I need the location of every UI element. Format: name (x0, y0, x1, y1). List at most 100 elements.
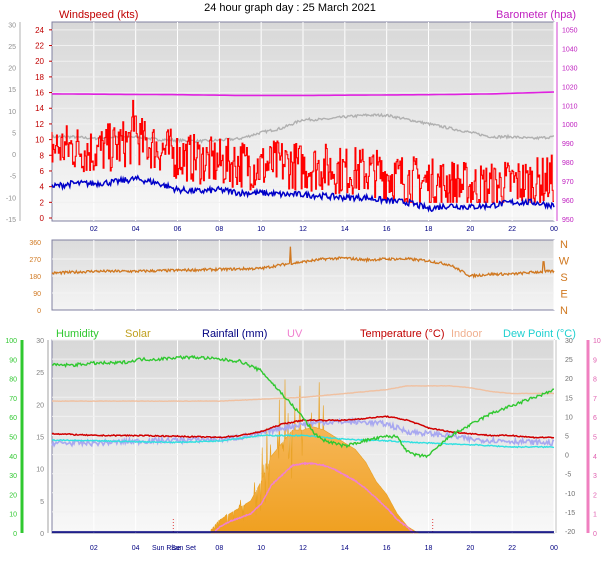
compass-label: N (560, 239, 568, 251)
windspeed-tick-label: 16 (35, 89, 44, 98)
uv-tick-label: 10 (593, 338, 601, 345)
barometer-tick-labels: 1050 1040 1030 1020 1010 1000 990 980 970 960 950 (556, 22, 578, 224)
temp-x-tick-label: 10 (257, 545, 265, 552)
uv-tick-label: 1 (593, 512, 597, 519)
wind-x-tick-label: 00 (550, 226, 558, 233)
wind-x-tick-label: 08 (215, 226, 223, 233)
windspeed-tick-label: 18 (35, 73, 44, 82)
wind-x-tick-label: 22 (508, 226, 516, 233)
dewpoint-line (51, 434, 555, 449)
windspeed-tick-label: 24 (35, 26, 44, 35)
temp-x-tick-label: 22 (508, 545, 516, 552)
direction-tick-label: 180 (29, 274, 41, 281)
sunrise-label: Sun Rise (152, 545, 181, 552)
temperature-scale-label: 10 (8, 109, 16, 116)
solar-tick-label: 0 (40, 531, 44, 538)
uv-tick-label: 5 (593, 435, 597, 442)
temperature-tick-label: 0 (565, 453, 569, 460)
uv-tick-label: 7 (593, 396, 597, 403)
barometer-tick-label: 950 (562, 217, 574, 224)
barometer-tick-label: 1020 (562, 84, 578, 91)
direction-tick-label: 360 (29, 240, 41, 247)
solar-tick-label: 25 (36, 370, 44, 377)
direction-tick-label: 0 (37, 308, 41, 315)
windchill-line (51, 416, 555, 448)
compass-label: E (560, 289, 567, 301)
uv-tick-label: 3 (593, 473, 597, 480)
indoor-line (52, 384, 554, 403)
sunset-label: Sun Set (171, 545, 196, 552)
wind-x-tick-label: 10 (257, 226, 265, 233)
wind-baro-panel: Windspeed (kts) Barometer (hpa) 24 22 20 18… (6, 9, 578, 233)
temperature-tick-label: -20 (565, 529, 575, 536)
temperature-tick-label: 5 (565, 434, 569, 441)
wind-x-tick-label: 06 (174, 226, 182, 233)
wind-x-tick-label: 14 (341, 226, 349, 233)
temperature-line (51, 112, 555, 144)
avg-wind-line (51, 174, 555, 213)
temp-x-tick-label: 12 (299, 545, 307, 552)
uv-tick-label: 8 (593, 377, 597, 384)
temperature-tick-label: -5 (565, 472, 571, 479)
wind-x-tick-label: 16 (383, 226, 391, 233)
barometer-tick-label: 970 (562, 179, 574, 186)
solar-tick-label: 5 (40, 499, 44, 506)
temperature-scale-label: -5 (10, 174, 16, 181)
temperature-tick-label: 15 (565, 395, 573, 402)
wind-grid (52, 22, 555, 221)
wind-x-tick-label: 20 (466, 226, 474, 233)
temperature-tick-label: -15 (565, 510, 575, 517)
temperature-scale-label: 30 (8, 22, 16, 29)
barometer-tick-label: 1000 (562, 122, 578, 129)
compass-label: N (560, 305, 568, 317)
temp-axes: 1009080706050403020100302520151050302520… (5, 338, 601, 538)
wind-x-tick-label: 18 (425, 226, 433, 233)
temperature-scale-label: -10 (6, 195, 16, 202)
direction-line (51, 246, 555, 279)
barometer-line (52, 91, 555, 97)
temp-x-tick-label: 00 (550, 545, 558, 552)
humidity-tick-label: 20 (9, 492, 17, 499)
chart-title: 24 hour graph day : 25 March 2021 (204, 2, 376, 14)
direction-series (51, 246, 555, 279)
temp-x-tick-label: 02 (90, 545, 98, 552)
temperature-scale-label: 0 (12, 152, 16, 159)
temp-legend: Humidity Solar Rainfall (mm) UV Temperature … (56, 328, 576, 340)
windspeed-tick-label: 0 (40, 214, 45, 223)
legend-entry: Dew Point (°C) (503, 328, 576, 340)
humidity-line (52, 354, 555, 459)
humidity-tick-label: 50 (9, 435, 17, 442)
legend-entry: Temperature (°C) (360, 328, 444, 340)
barometer-axis-title: Barometer (hpa) (496, 9, 576, 21)
temp-series (51, 354, 555, 534)
direction-tick-label: 270 (29, 257, 41, 264)
uv-tick-label: 6 (593, 415, 597, 422)
temp-x-tick-label: 04 (132, 545, 140, 552)
windspeed-tick-label: 14 (35, 104, 44, 113)
humidity-tick-label: 90 (9, 357, 17, 364)
barometer-tick-label: 1040 (562, 46, 578, 53)
temperature-scale-labels: 30 25 20 15 10 5 0 -5 -10 -15 (6, 22, 21, 224)
windspeed-axis-title: Windspeed (kts) (59, 9, 138, 21)
temperature-scale-label: 20 (8, 66, 16, 73)
humidity-tick-label: 10 (9, 512, 17, 519)
windspeed-tick-label: 20 (35, 57, 44, 66)
legend-entry: Rainfall (mm) (202, 328, 267, 340)
windspeed-tick-label: 6 (40, 167, 45, 176)
wind-x-tick-label: 12 (299, 226, 307, 233)
temperature-tick-label: 10 (565, 414, 573, 421)
temperature-scale-label: -15 (6, 217, 16, 224)
barometer-tick-label: 980 (562, 160, 574, 167)
gust-line (51, 99, 554, 203)
humidity-tick-label: 60 (9, 415, 17, 422)
temperature-tick-label: 30 (565, 338, 573, 345)
temperature-scale-label: 25 (8, 44, 16, 51)
barometer-tick-label: 990 (562, 141, 574, 148)
legend-entry: Humidity (56, 328, 99, 340)
humidity-tick-label: 100 (5, 338, 17, 345)
wind-x-tick-label: 04 (132, 226, 140, 233)
humidity-tick-label: 70 (9, 396, 17, 403)
